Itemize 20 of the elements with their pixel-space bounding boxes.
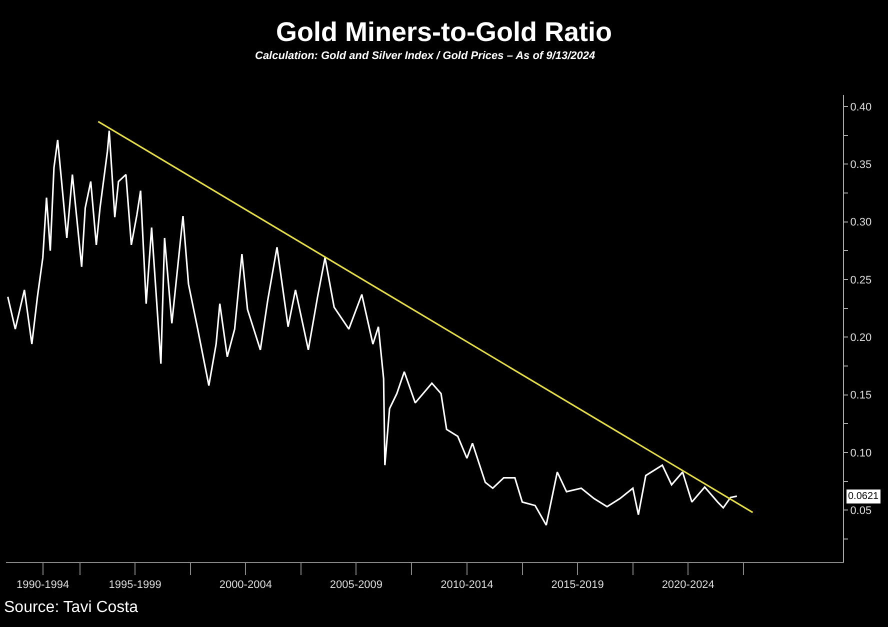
y-tick-label: 0.05: [850, 504, 872, 517]
text: 0.0621: [848, 491, 880, 502]
source-note: Source: Tavi Costa: [4, 599, 138, 616]
y-tick-label: 0.20: [850, 332, 872, 344]
y-tick-label: 0.40: [850, 101, 872, 114]
x-tick-label: 2015-2019: [551, 579, 604, 592]
chart-title: Gold Miners-to-Gold Ratio: [276, 16, 612, 47]
x-tick-label: 2005-2009: [330, 579, 383, 592]
x-tick-label: 1990-1994: [16, 579, 70, 592]
y-tick-label: 0.30: [850, 216, 872, 229]
x-tick-label: 2000-2004: [219, 579, 272, 592]
y-tick-label: 0.25: [850, 274, 872, 286]
y-tick-label: 0.10: [850, 447, 872, 460]
x-tick-label: 2020-2024: [662, 579, 714, 592]
y-tick-label: 0.15: [850, 390, 872, 402]
line-series: [7, 130, 738, 526]
x-tick-label: 2010-2014: [440, 579, 494, 592]
chart-subtitle: Calculation: Gold and Silver Index / Gold Prices – As of 9/13/2024: [255, 50, 596, 62]
y-tick-label: 0.35: [850, 159, 872, 172]
x-tick-label: 1995-1999: [108, 579, 162, 592]
